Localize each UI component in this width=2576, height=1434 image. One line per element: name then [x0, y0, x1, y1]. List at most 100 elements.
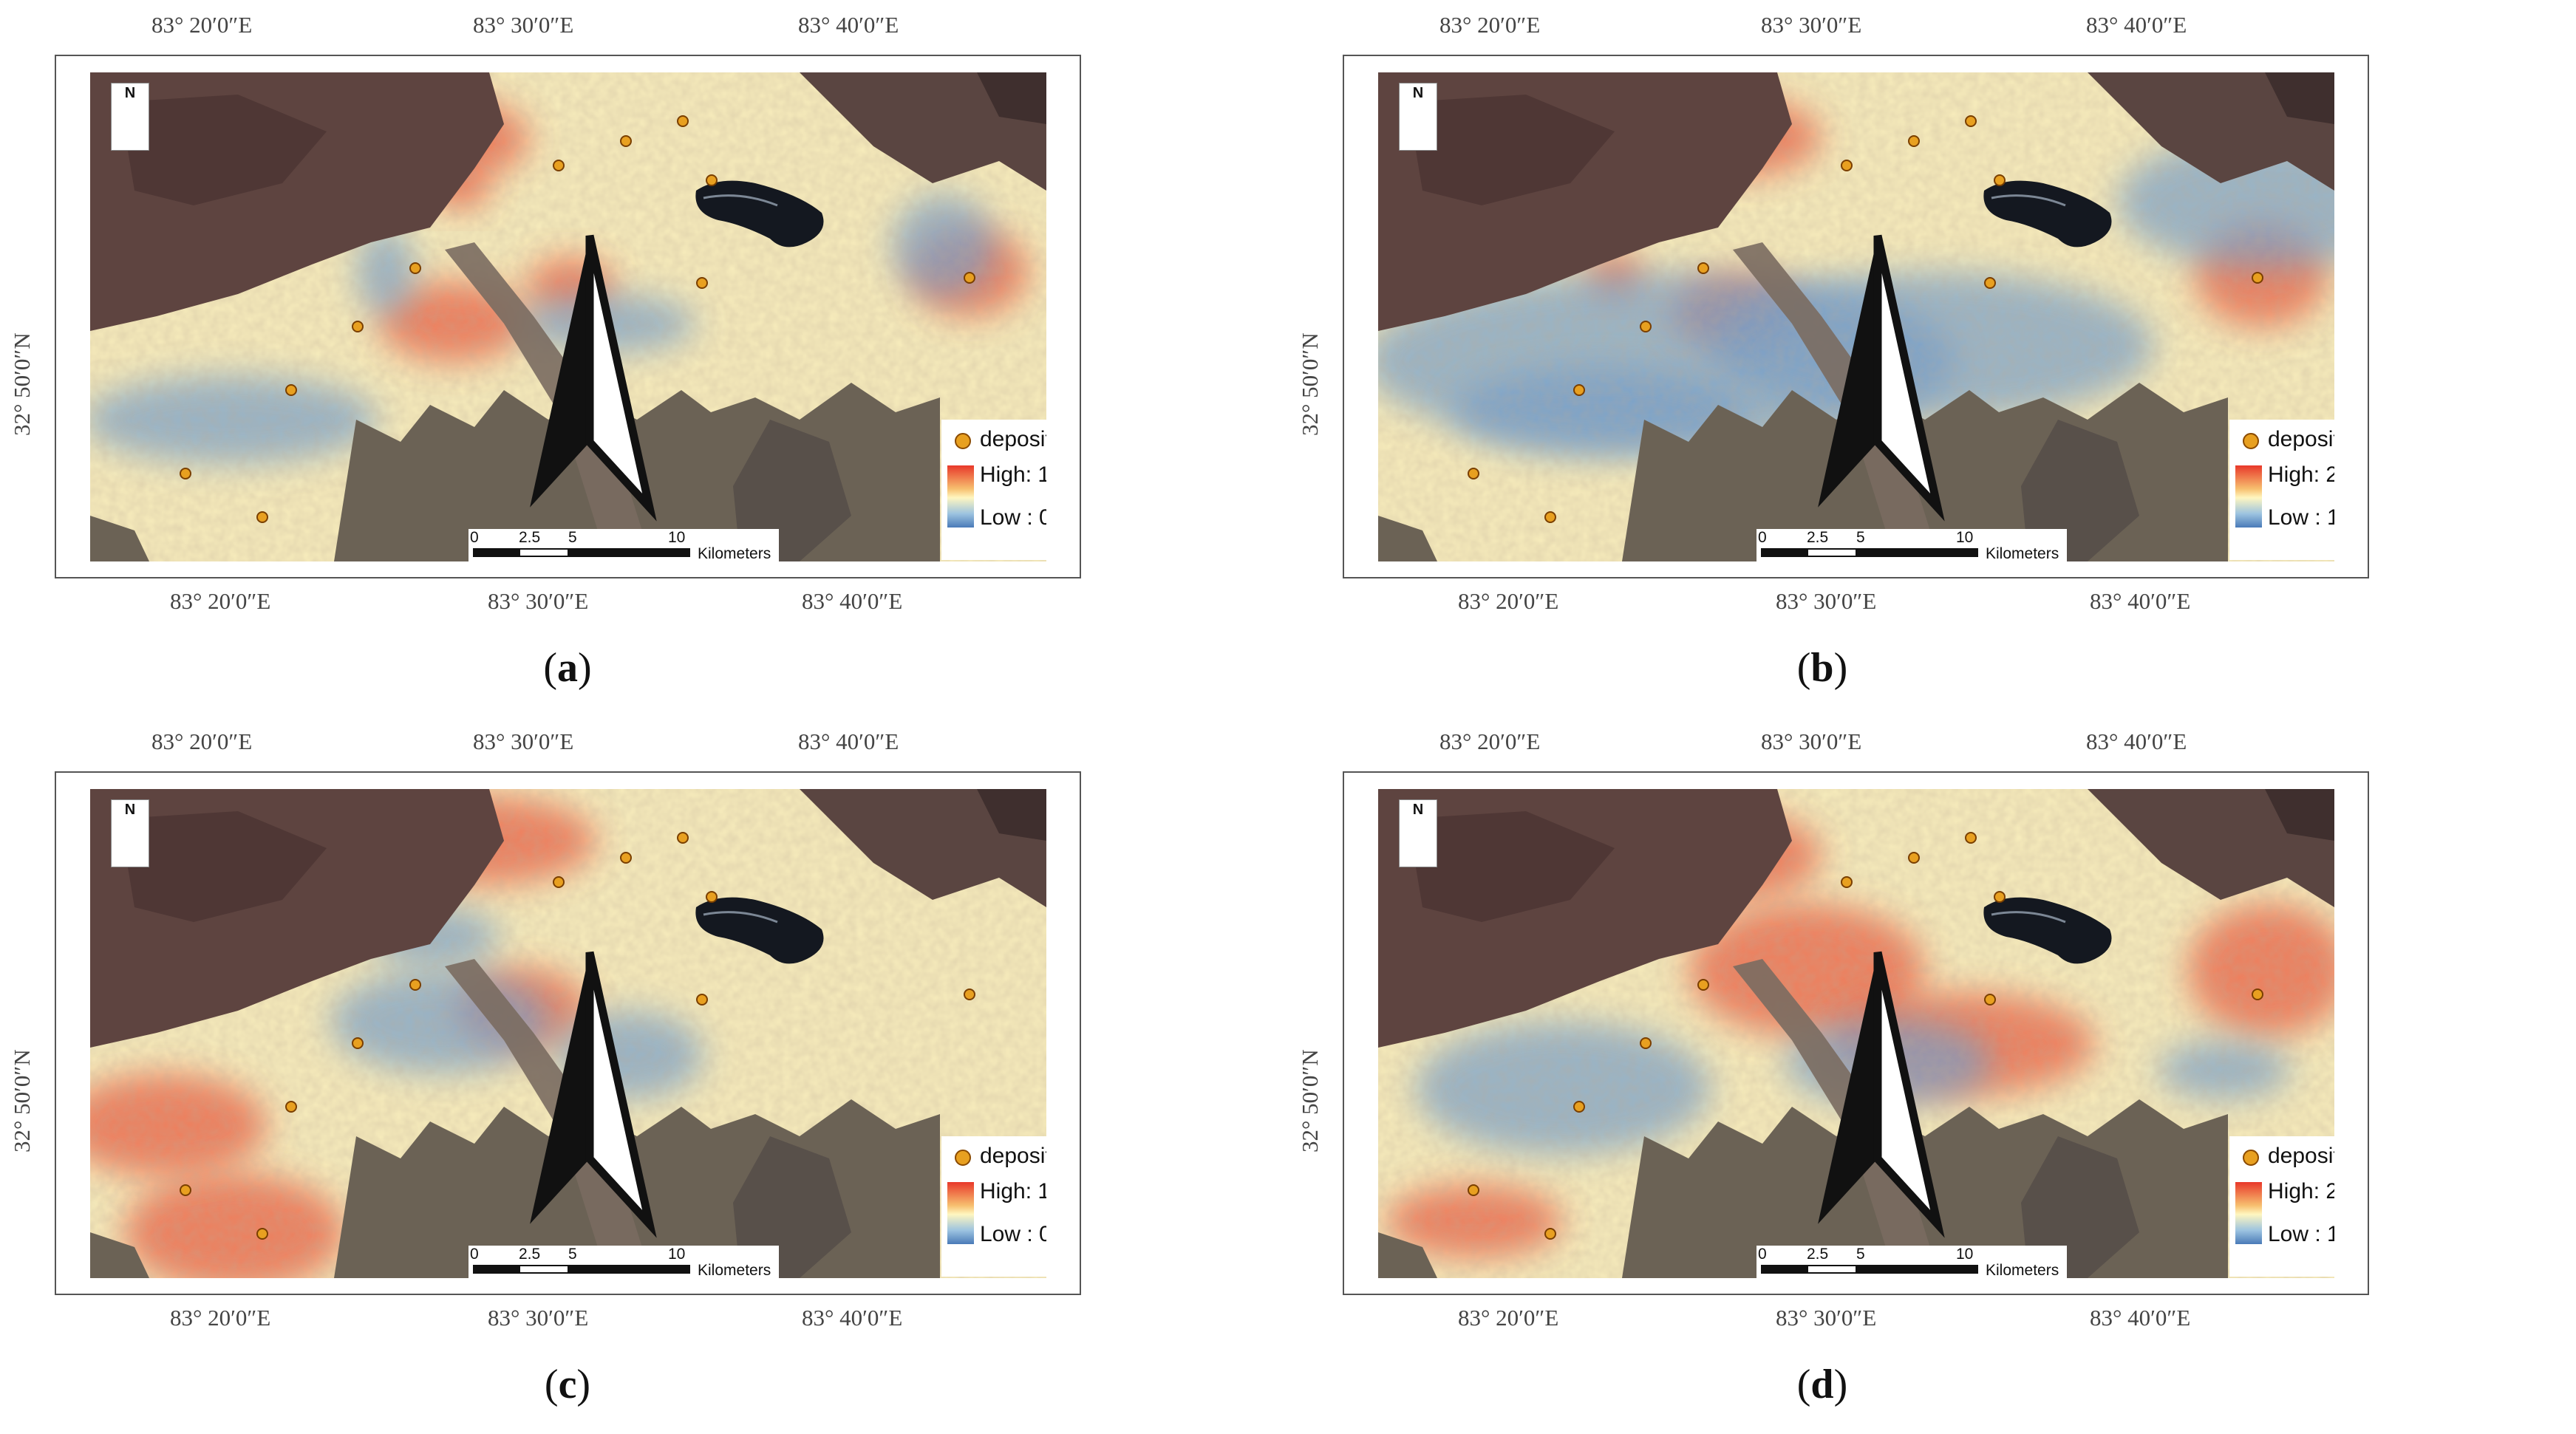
scale-segment [1761, 1265, 1807, 1274]
deposit-marker [1697, 978, 1709, 991]
colour-ramp [2235, 1182, 2262, 1244]
scale-tick: 5 [568, 529, 577, 546]
legend-low: Low : 0.19 [980, 505, 1046, 530]
legend: deposit High: 1.24 Low : 0.71 [941, 1136, 1046, 1277]
scale-segment [1857, 548, 1978, 557]
deposit-marker [180, 467, 192, 479]
lon-label-top: 83° 40′0″E [2086, 728, 2187, 754]
panel-caption: (b) [1796, 645, 1848, 691]
panel-caption: (c) [544, 1362, 591, 1407]
scale-tick: 2.5 [519, 1246, 541, 1263]
lake [695, 180, 824, 247]
caption-letter: c [558, 1362, 577, 1407]
north-label: N [124, 85, 136, 101]
lon-label-top: 83° 40′0″E [798, 12, 899, 38]
legend-high: High: 1.98 [980, 462, 1046, 487]
legend: deposit High: 1.98 Low : 0.19 [941, 420, 1046, 560]
map-panel-a: 83° 20′0″E 83° 30′0″E 83° 40′0″E 83° 20′0″E… [0, 0, 1288, 717]
lake [695, 897, 824, 964]
colour-ramp [947, 1182, 974, 1244]
north-label: N [124, 802, 136, 818]
lon-label-top: 83° 30′0″E [473, 728, 574, 754]
deposit-marker [284, 1101, 297, 1113]
lon-label-top: 83° 40′0″E [2086, 12, 2187, 38]
lon-label-bottom: 83° 20′0″E [170, 588, 271, 614]
colour-ramp [947, 465, 974, 527]
valley [1733, 959, 1940, 1278]
north-arrow: N [1399, 799, 1945, 1238]
legend-low: Low : 1.72 [2268, 1222, 2334, 1246]
deposit-legend-label: deposit [980, 1144, 1046, 1168]
deposit-marker [696, 276, 709, 289]
deposit-legend-label: deposit [980, 427, 1046, 451]
map-panel-c: 83° 20′0″E 83° 30′0″E 83° 40′0″E 83° 20′0″E… [0, 717, 1288, 1433]
lon-label-top: 83° 30′0″E [473, 12, 574, 38]
north-arrow: N [111, 799, 657, 1238]
scale-segment [569, 548, 690, 557]
scale-tick: 5 [1856, 1246, 1865, 1263]
map-raster [90, 72, 1046, 561]
legend: deposit High: 2.62 Low : 1.82 [2229, 420, 2334, 560]
deposit-marker [1841, 875, 1853, 888]
lon-label-top: 83° 20′0″E [151, 12, 253, 38]
scale-tick: 0 [470, 529, 479, 546]
scale-segment [519, 1265, 569, 1274]
lon-label-top: 83° 30′0″E [1761, 12, 1862, 38]
scale-bar: 0 2.5 5 10 Kilometers [468, 529, 779, 561]
scale-tick: 10 [1956, 529, 1974, 546]
deposit-marker [706, 890, 718, 903]
north-label: N [1412, 85, 1424, 101]
scale-segment [519, 548, 569, 557]
deposit-marker [1994, 174, 2006, 186]
legend-low: Low : 1.82 [2268, 505, 2334, 530]
north-arrow-icon [1818, 234, 1945, 522]
scale-tick: 2.5 [519, 529, 541, 546]
lon-label-top: 83° 40′0″E [798, 728, 899, 754]
legend-high: High: 2.62 [2268, 462, 2334, 487]
lon-label-bottom: 83° 20′0″E [1458, 588, 1559, 614]
lat-label-left: 32° 50′0″N [9, 1049, 35, 1153]
valley [445, 959, 652, 1278]
lon-label-bottom: 83° 30′0″E [488, 1305, 589, 1331]
deposit-marker [1965, 832, 1977, 844]
map-raster [90, 789, 1046, 1278]
map-panel-d: 83° 20′0″E 83° 30′0″E 83° 40′0″E 83° 20′0″E… [1288, 717, 2576, 1433]
deposit-marker [553, 159, 565, 171]
terrain-northeast [800, 72, 1046, 191]
north-arrow-icon [530, 234, 657, 522]
lon-label-bottom: 83° 30′0″E [1776, 1305, 1877, 1331]
deposit-marker [352, 321, 364, 333]
scale-segment [1807, 548, 1857, 557]
deposit-marker [677, 832, 689, 844]
lake [1983, 897, 2112, 964]
map-panel-b: 83° 20′0″E 83° 30′0″E 83° 40′0″E 83° 20′0″E… [1288, 0, 2576, 717]
deposit-legend-label: deposit [2268, 1144, 2334, 1168]
deposit-marker [1572, 1101, 1585, 1113]
deposit-marker [352, 1037, 364, 1050]
deposit-marker [1984, 276, 1997, 289]
lake [1983, 180, 2112, 247]
lon-label-bottom: 83° 40′0″E [2090, 1305, 2191, 1331]
deposit-marker [1544, 1228, 1556, 1240]
scale-bar: 0 2.5 5 10 Kilometers [468, 1246, 779, 1278]
scale-unit: Kilometers [1986, 545, 2059, 561]
valley [445, 242, 652, 561]
lon-label-top: 83° 20′0″E [1439, 12, 1541, 38]
deposit-marker [180, 1184, 192, 1196]
caption-letter: d [1810, 1362, 1834, 1407]
lon-label-bottom: 83° 40′0″E [2090, 588, 2191, 614]
deposit-marker [677, 115, 689, 128]
deposit-marker [1907, 134, 1920, 147]
legend-high: High: 1.24 [980, 1179, 1046, 1203]
deposit-marker [284, 384, 297, 397]
deposit-marker [1544, 511, 1556, 524]
deposit-marker [619, 851, 632, 864]
scale-tick: 0 [1758, 529, 1767, 546]
deposit-marker [696, 993, 709, 1005]
scale-segment [1857, 1265, 1978, 1274]
terrain-northeast [2088, 72, 2334, 191]
north-arrow-icon [1818, 951, 1945, 1238]
deposit-marker [256, 511, 268, 524]
